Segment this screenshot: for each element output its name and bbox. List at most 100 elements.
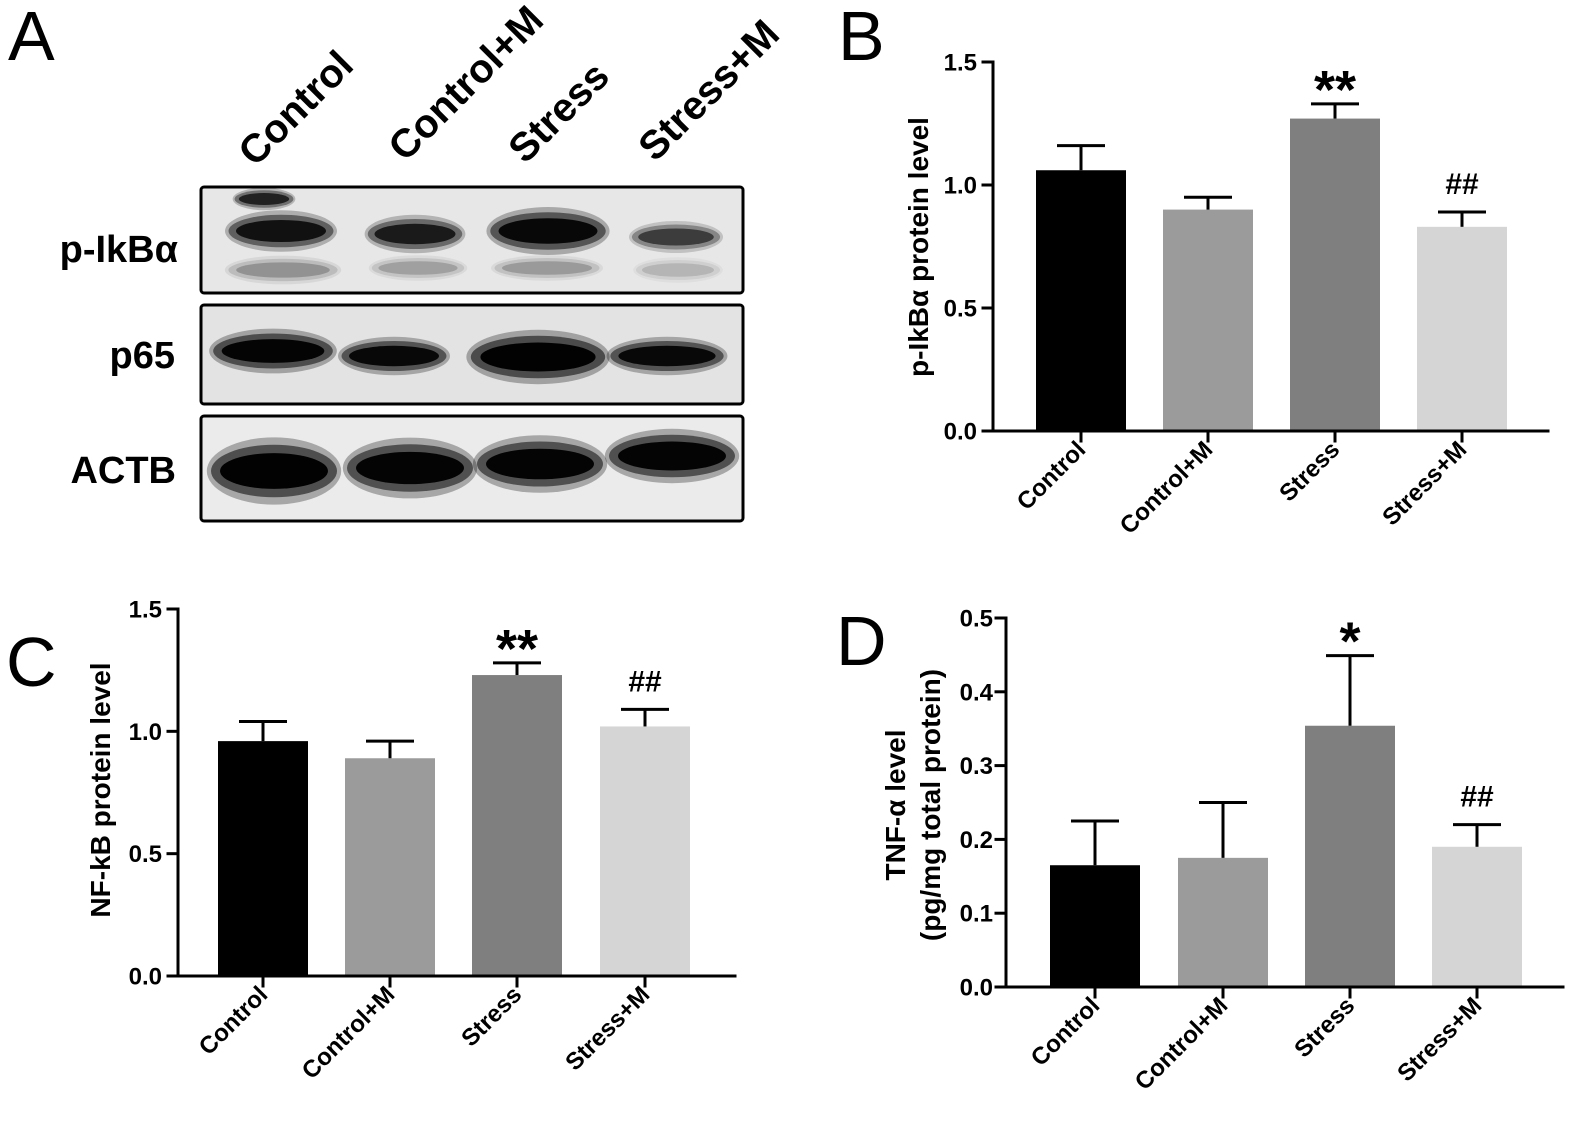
y-axis: 0.0 0.1 0.2 0.3 0.4 0.5 TNF-α level (pg/mg tota… bbox=[880, 606, 1008, 1002]
band bbox=[224, 255, 342, 285]
bar bbox=[1305, 725, 1395, 987]
row-label-p65: p65 bbox=[110, 335, 175, 377]
bar-charts: B**##0.00.51.01.5p-IkBα protein levelCon… bbox=[6, 0, 1565, 1096]
band-edge bbox=[494, 258, 600, 278]
error-bar bbox=[1453, 823, 1501, 847]
bar bbox=[1290, 118, 1380, 431]
band-halo bbox=[491, 255, 603, 281]
error-bar bbox=[1057, 144, 1105, 171]
row-label-actb: ACTB bbox=[70, 450, 176, 492]
blot-strip-p65 bbox=[199, 303, 745, 406]
y-axis: 0.0 0.5 1.0 1.5 p-IkBα protein level bbox=[903, 50, 995, 446]
y-tick-label: 1.5 bbox=[129, 597, 162, 624]
band-core bbox=[502, 261, 592, 275]
band-core bbox=[486, 448, 594, 480]
y-axis-label: (pg/mg total protein) bbox=[915, 669, 946, 941]
y-tick-label: 0.5 bbox=[129, 841, 162, 868]
band-edge bbox=[371, 258, 465, 278]
y-tick-label: 0.4 bbox=[960, 679, 994, 706]
significance-marker: ## bbox=[1460, 781, 1494, 814]
band-core bbox=[374, 223, 456, 245]
row-label-p-ikba: p-IkBα bbox=[60, 229, 178, 271]
blot-frame bbox=[199, 414, 745, 523]
y-tick-label: 0.0 bbox=[960, 975, 993, 1002]
band-core bbox=[498, 218, 598, 244]
significance-marker: ** bbox=[496, 619, 538, 679]
error-bar bbox=[239, 720, 287, 742]
panel-letter: B bbox=[838, 0, 885, 75]
band-core bbox=[356, 451, 464, 485]
significance-marker: ** bbox=[1314, 60, 1356, 120]
bar bbox=[1163, 209, 1253, 431]
error-bar bbox=[1326, 654, 1374, 726]
blot-frame bbox=[199, 303, 745, 406]
blot-strip-actb bbox=[199, 414, 745, 523]
significance-marker: ## bbox=[628, 665, 662, 698]
band bbox=[472, 435, 608, 493]
y-tick-label: 1.0 bbox=[944, 173, 977, 200]
error-bar bbox=[366, 739, 414, 759]
band bbox=[225, 210, 337, 252]
band-core bbox=[480, 342, 596, 372]
error-bar bbox=[1311, 102, 1359, 119]
y-axis-label: TNF-α level bbox=[880, 729, 911, 880]
y-tick-label: 0.5 bbox=[960, 606, 993, 633]
band bbox=[636, 260, 720, 280]
band-core bbox=[642, 263, 714, 277]
bar bbox=[218, 741, 308, 976]
band bbox=[491, 255, 603, 281]
y-tick-label: 0.1 bbox=[960, 901, 993, 928]
band-core bbox=[618, 345, 716, 367]
y-tick-label: 0.0 bbox=[944, 419, 977, 446]
band-core bbox=[618, 441, 726, 471]
bar bbox=[1432, 846, 1522, 987]
bar bbox=[345, 758, 435, 976]
band bbox=[466, 329, 610, 385]
y-tick-label: 0.0 bbox=[129, 964, 162, 991]
band-core bbox=[220, 453, 328, 489]
error-bar bbox=[1438, 210, 1486, 227]
bar bbox=[600, 726, 690, 976]
bar bbox=[1417, 226, 1507, 431]
chart-panel-b: B**##0.00.51.01.5p-IkBα protein levelCon… bbox=[838, 0, 1550, 540]
band-core bbox=[236, 262, 330, 278]
bars: ** ## bbox=[218, 619, 690, 976]
band bbox=[604, 428, 740, 484]
y-tick-label: 0.3 bbox=[960, 753, 993, 780]
band bbox=[628, 221, 724, 253]
blot-strip-p-ikba bbox=[199, 185, 745, 295]
y-axis: 0.0 0.5 1.0 1.5 NF-kB protein level bbox=[85, 597, 180, 991]
band bbox=[206, 437, 342, 505]
error-bar bbox=[1071, 819, 1119, 866]
significance-marker: * bbox=[1339, 612, 1360, 672]
band-edge bbox=[636, 260, 720, 280]
y-axis-label: NF-kB protein level bbox=[85, 662, 116, 917]
y-tick-label: 1.0 bbox=[129, 719, 162, 746]
band bbox=[364, 214, 466, 254]
y-tick-label: 0.5 bbox=[944, 296, 977, 323]
band-core bbox=[378, 261, 458, 275]
bar bbox=[1178, 857, 1268, 987]
error-bar bbox=[493, 661, 541, 676]
bar bbox=[1036, 170, 1126, 432]
band bbox=[338, 336, 450, 376]
bar bbox=[1050, 865, 1140, 987]
band bbox=[342, 437, 478, 499]
y-tick-label: 0.2 bbox=[960, 827, 993, 854]
significance-marker: ## bbox=[1445, 168, 1479, 201]
band bbox=[209, 328, 337, 374]
error-bar bbox=[621, 707, 669, 727]
row-labels: p-IkBα p65 ACTB bbox=[60, 229, 178, 492]
band-core bbox=[349, 345, 439, 367]
band bbox=[368, 255, 468, 281]
band-core bbox=[221, 339, 325, 363]
blot-frame bbox=[199, 185, 745, 295]
y-tick-label: 1.5 bbox=[944, 50, 977, 77]
panel-letter: D bbox=[836, 602, 887, 680]
error-bar bbox=[1184, 195, 1232, 210]
band-edge bbox=[228, 258, 338, 282]
band bbox=[606, 336, 728, 376]
bars: * ## bbox=[1050, 612, 1522, 987]
y-axis-label: p-IkBα protein level bbox=[903, 117, 934, 377]
